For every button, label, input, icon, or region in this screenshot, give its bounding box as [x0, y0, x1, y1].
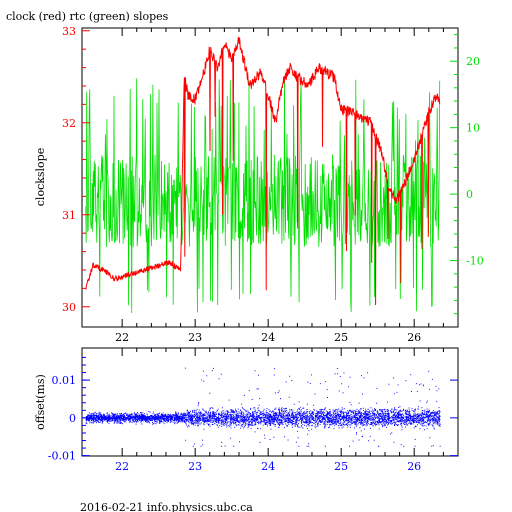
offset-plot-area [85, 367, 441, 447]
offset-y-tick-label: -0.01 [48, 450, 76, 463]
offset-x-tick-label: 22 [115, 460, 129, 473]
rtc-y-tick-label: 20 [466, 55, 480, 68]
offset-x-tick-label: 26 [407, 460, 421, 473]
offset-x-tick-label: 23 [188, 460, 202, 473]
clockslope-panel: clockslope 22 23 24 25 26 30 31 32 33 -10 0 10 20 [34, 25, 484, 344]
clockslope-x-tick-label: 26 [407, 331, 421, 344]
clockslope-x-tick-label: 25 [334, 331, 348, 344]
rtc-series-line [85, 76, 441, 314]
clockslope-y-tick-label: 31 [62, 209, 76, 222]
clock-series-line [85, 36, 441, 306]
offset-x-tick-label: 24 [261, 460, 275, 473]
chart-title: clock (red) rtc (green) slopes [6, 10, 169, 23]
clockslope-x-tick-label: 24 [261, 331, 275, 344]
offset-panel: offset(ms) 22 23 24 25 26 -0.01 0 0.01 [34, 347, 459, 473]
clockslope-axes: 22 23 24 25 26 30 31 32 33 -10 0 10 20 [62, 25, 484, 344]
offset-axis-label: offset(ms) [34, 374, 47, 430]
offset-y-tick-label: 0 [69, 412, 76, 425]
offset-x-tick-label: 25 [334, 460, 348, 473]
offset-plot-frame [81, 347, 459, 457]
offset-axes: 22 23 24 25 26 -0.01 0 0.01 [48, 348, 458, 473]
clockslope-x-tick-label: 22 [115, 331, 129, 344]
clockslope-axis-label: clockslope [34, 148, 47, 206]
footer-credit: 2016-02-21 info.physics.ubc.ca [80, 501, 253, 512]
offset-scatter-points [85, 367, 441, 447]
clockslope-y-tick-label: 33 [62, 25, 76, 38]
offset-y-tick-label: 0.01 [52, 374, 77, 387]
clockslope-plot-area [85, 36, 441, 314]
clockslope-y-tick-label: 32 [62, 117, 76, 130]
rtc-y-tick-label: 0 [466, 188, 473, 201]
clockslope-y-tick-label: 30 [62, 301, 76, 314]
clockslope-x-tick-label: 23 [188, 331, 202, 344]
rtc-y-tick-label: -10 [466, 255, 484, 268]
rtc-y-tick-label: 10 [466, 122, 480, 135]
